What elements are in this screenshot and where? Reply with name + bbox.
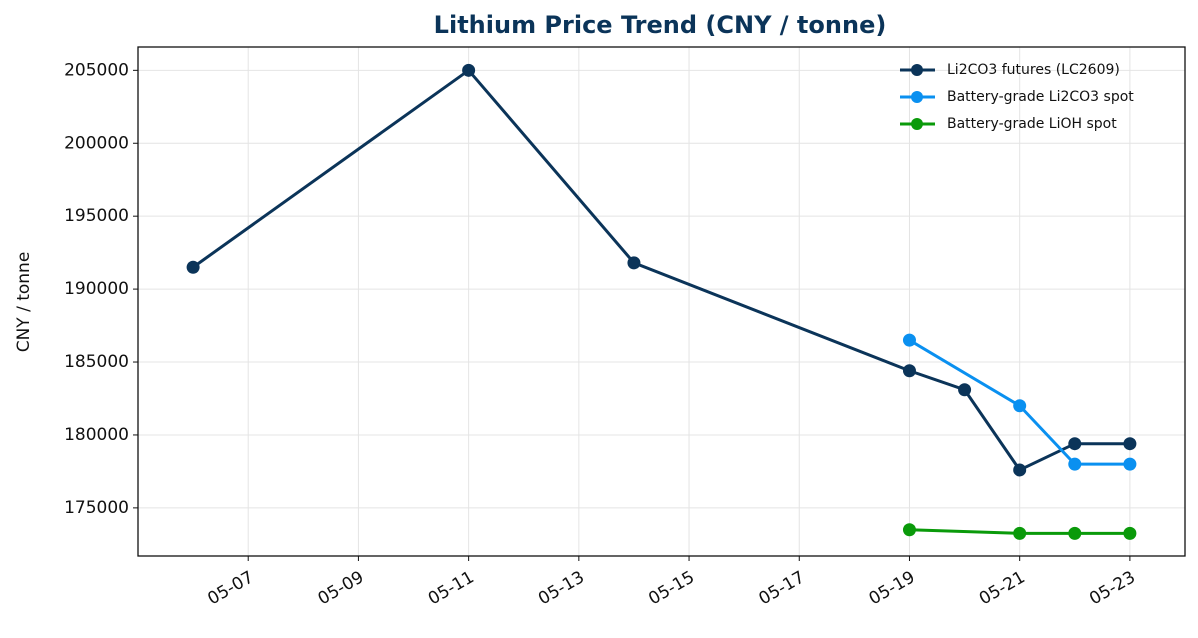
- x-tick-label: 05-15: [645, 567, 698, 609]
- data-point: [1123, 437, 1137, 451]
- data-point: [627, 256, 641, 270]
- legend-label: Battery-grade Li2CO3 spot: [947, 89, 1134, 105]
- series-line: [908, 338, 1130, 466]
- y-tick-label: 175000: [64, 498, 129, 518]
- x-tick-label: 05-13: [535, 567, 588, 609]
- data-point: [902, 364, 916, 378]
- y-tick-label: 180000: [64, 425, 129, 445]
- data-point: [902, 333, 916, 347]
- chart-title: Lithium Price Trend (CNY / tonne): [434, 11, 887, 39]
- x-tick-label: 05-23: [1086, 567, 1139, 609]
- legend-marker: [911, 91, 923, 103]
- data-point: [186, 260, 200, 274]
- x-tick-label: 05-19: [866, 567, 919, 609]
- x-tick-label: 05-11: [425, 567, 478, 609]
- y-axis-label: CNY / tonne: [14, 252, 34, 353]
- data-point: [1013, 399, 1027, 413]
- y-tick-label: 195000: [64, 206, 129, 226]
- legend-label: Battery-grade LiOH spot: [947, 116, 1117, 132]
- data-point: [1068, 437, 1082, 451]
- legend-marker: [911, 118, 923, 130]
- y-tick-label: 200000: [64, 133, 129, 153]
- data-point: [958, 383, 972, 397]
- x-tick-label: 05-21: [976, 567, 1029, 609]
- y-tick-label: 205000: [64, 60, 129, 80]
- data-point: [902, 523, 916, 537]
- data-point: [1013, 526, 1027, 540]
- series-line: [909, 528, 1130, 535]
- data-point: [1068, 457, 1082, 471]
- x-tick-label: 05-17: [755, 567, 808, 609]
- data-point: [1123, 457, 1137, 471]
- y-tick-label: 185000: [64, 352, 129, 372]
- data-point: [462, 63, 476, 77]
- x-tick-label: 05-09: [315, 567, 368, 609]
- data-point: [1068, 526, 1082, 540]
- plot-frame: [137, 46, 1186, 557]
- y-tick-label: 190000: [64, 279, 129, 299]
- data-point: [1123, 526, 1137, 540]
- series-line: [192, 68, 1130, 472]
- x-tick-label: 05-07: [204, 567, 257, 609]
- legend-marker: [911, 64, 923, 76]
- legend-label: Li2CO3 futures (LC2609): [947, 62, 1120, 78]
- data-point: [1013, 463, 1027, 477]
